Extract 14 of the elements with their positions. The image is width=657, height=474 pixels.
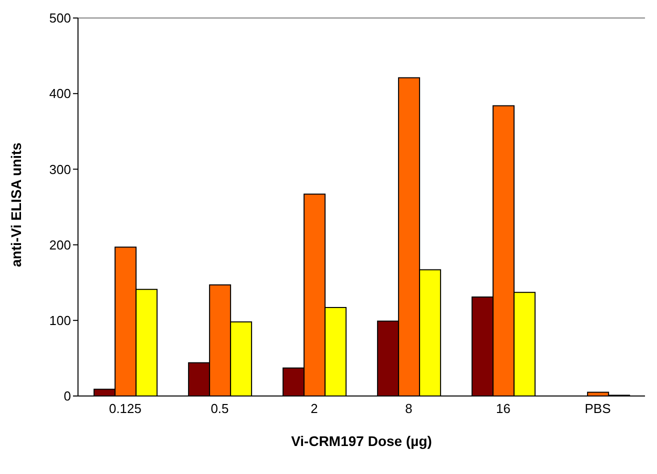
y-tick-label: 500 [49,10,71,26]
y-axis-title: anti-Vi ELISA units [8,142,24,267]
x-tick-label: PBS [584,401,612,416]
y-tick-label: 0 [64,388,71,404]
y-tick-label: 200 [49,237,71,252]
y-tick-label: 100 [49,313,71,328]
y-tick-label: 300 [49,162,71,177]
x-tick-label: 16 [496,401,510,416]
x-tick-label: 2 [310,401,318,416]
y-tick-label: 400 [49,86,71,102]
x-tick-label: 0.5 [210,401,229,416]
x-tick-label: 0.125 [108,401,142,416]
x-axis-title: Vi-CRM197 Dose (µg) [291,433,432,449]
x-tick-label: 8 [405,401,412,416]
